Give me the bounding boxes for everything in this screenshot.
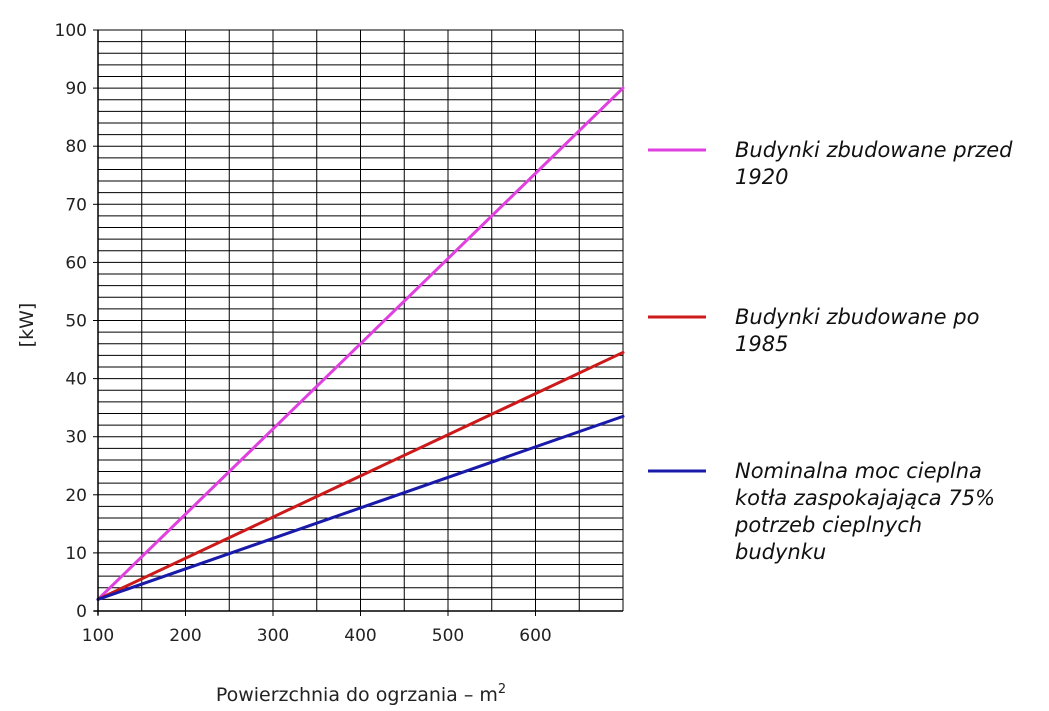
y-tick-label: 80 (65, 137, 87, 157)
legend-item-2: Budynki zbudowane po 1985 (648, 305, 979, 356)
legend-label-line: budynku (735, 540, 826, 564)
y-tick-label: 40 (65, 370, 87, 390)
series-line-3 (96, 414, 625, 601)
x-axis-title-text: Powierzchnia do ogrzania – m (216, 684, 498, 706)
y-axis-title: [kW] (16, 303, 38, 348)
legend-label-line: 1920 (735, 165, 788, 189)
tick-labels: 0 10 20 30 40 50 60 70 80 90 100 100 200 300 400 500 600 (55, 21, 552, 646)
legend-label: Budynki zbudowane przed 1920 (735, 138, 1013, 189)
x-axis-title: Powierzchnia do ogrzania – m2 (216, 682, 506, 706)
series-line-2 (96, 350, 625, 601)
legend-label-line: Nominalna moc cieplna (735, 459, 982, 483)
x-tick-label: 500 (432, 626, 464, 646)
x-tick-label: 300 (257, 626, 289, 646)
x-tick-label: 200 (169, 626, 201, 646)
legend-label-line: potrzeb cieplnych (734, 513, 922, 537)
y-tick-label: 0 (76, 602, 87, 622)
legend-label: Budynki zbudowane po 1985 (735, 305, 979, 356)
chart-axes (93, 29, 623, 616)
x-tick-label: 100 (82, 626, 114, 646)
y-tick-label: 10 (65, 544, 87, 564)
series-line-1 (96, 86, 625, 601)
legend-label-line: Budynki zbudowane przed (735, 138, 1013, 162)
chart-grid (97, 29, 624, 612)
legend-item-3: Nominalna moc cieplna kotła zaspokajająca… (648, 459, 995, 564)
chart-series (96, 86, 625, 601)
legend-label-line: 1985 (735, 332, 788, 356)
y-tick-label: 20 (65, 486, 87, 506)
x-axis-title-superscript: 2 (498, 682, 506, 697)
y-tick-label: 90 (65, 79, 87, 99)
y-tick-label: 100 (55, 21, 87, 41)
legend-label-line: Budynki zbudowane po (735, 305, 979, 329)
y-tick-label: 30 (65, 428, 87, 448)
x-tick-label: 400 (344, 626, 376, 646)
y-tick-label: 50 (65, 312, 87, 332)
legend-label-line: kotła zaspokajająca 75% (735, 486, 995, 510)
legend-label: Nominalna moc cieplna kotła zaspokajająca… (734, 459, 995, 564)
legend-item-1: Budynki zbudowane przed 1920 (648, 138, 1013, 189)
x-tick-label: 600 (519, 626, 551, 646)
y-tick-label: 60 (65, 253, 87, 273)
y-tick-label: 70 (65, 195, 87, 215)
